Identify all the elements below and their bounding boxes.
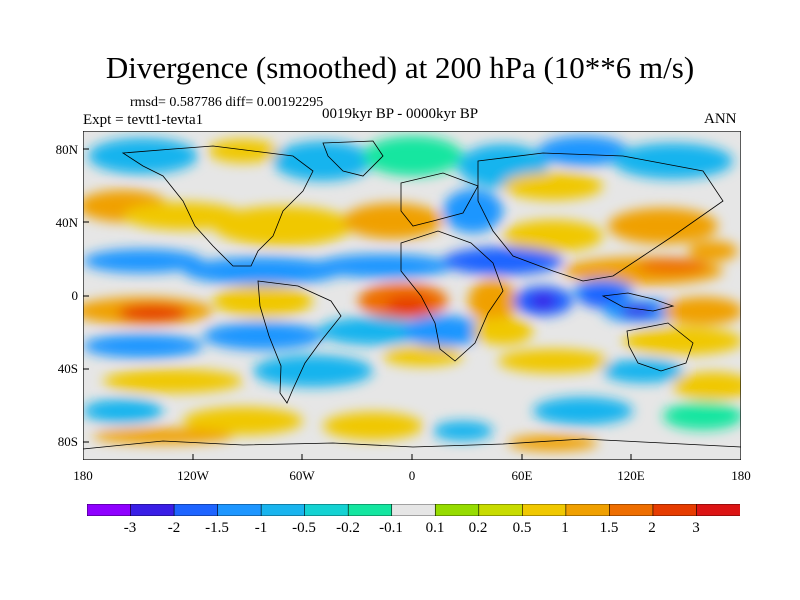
colorbar-label: 3 bbox=[692, 520, 700, 536]
colorbar-label: 2 bbox=[648, 520, 656, 536]
colorbar-label: -2 bbox=[167, 520, 181, 536]
lat-label-80n: 80N bbox=[55, 142, 78, 157]
lon-label-120e: 120E bbox=[617, 468, 645, 483]
colorbar-label: 0.2 bbox=[468, 520, 488, 536]
colorbar-label: -1.5 bbox=[205, 520, 229, 536]
africa-outline bbox=[400, 230, 504, 362]
australia-outline bbox=[626, 322, 694, 372]
lat-label-40s: 40S bbox=[57, 361, 78, 376]
coastlines bbox=[83, 140, 741, 450]
contour-field bbox=[83, 136, 741, 451]
south-america-outline bbox=[257, 280, 342, 404]
period-label: 0019kyr BP - 0000kyr BP bbox=[322, 106, 479, 122]
colorbar-label: 0.5 bbox=[512, 520, 532, 536]
lat-label-40n: 40N bbox=[55, 215, 78, 230]
colorbar-label: 1.5 bbox=[599, 520, 619, 536]
colorbar-swatch bbox=[609, 504, 654, 516]
lon-label-0: 0 bbox=[408, 468, 416, 483]
colorbar-swatch bbox=[173, 504, 219, 516]
colorbar bbox=[87, 504, 740, 516]
experiment-label: Expt = tevtt1-tevta1 bbox=[83, 112, 204, 128]
colorbar-swatch bbox=[565, 504, 611, 516]
colorbar-label: -3 bbox=[123, 520, 137, 536]
plot-title: Divergence (smoothed) at 200 hPa (10**6 … bbox=[105, 50, 695, 85]
colorbar-swatch bbox=[87, 504, 132, 516]
lon-label-120w: 120W bbox=[177, 468, 209, 483]
lat-label-80s: 80S bbox=[57, 434, 78, 449]
north-america-outline bbox=[121, 145, 314, 267]
europe-outline bbox=[400, 172, 479, 227]
asia-outline bbox=[477, 152, 724, 282]
colorbar-swatch bbox=[347, 504, 393, 516]
colorbar-label: -0.5 bbox=[292, 520, 316, 536]
colorbar-label: 1 bbox=[561, 520, 569, 536]
season-label: ANN bbox=[704, 111, 737, 127]
colorbar-swatch bbox=[478, 504, 524, 516]
colorbar-swatch bbox=[130, 504, 175, 516]
colorbar-swatch bbox=[304, 504, 349, 516]
colorbar-label: -0.1 bbox=[379, 520, 403, 536]
antarctica-outline bbox=[83, 438, 741, 450]
greenland-outline bbox=[322, 140, 384, 177]
colorbar-label: -0.2 bbox=[336, 520, 360, 536]
colorbar-swatch bbox=[434, 504, 480, 516]
divergence-map bbox=[83, 131, 741, 460]
lon-label-180e: 180 bbox=[731, 468, 751, 483]
stats-text: rmsd= 0.587786 diff= 0.00192295 bbox=[130, 95, 324, 110]
axis-ticks bbox=[83, 148, 632, 460]
colorbar-label: -1 bbox=[254, 520, 268, 536]
colorbar-swatch bbox=[652, 504, 698, 516]
lon-label-60w: 60W bbox=[289, 468, 315, 483]
colorbar-swatch bbox=[696, 504, 740, 516]
colorbar-swatch bbox=[391, 504, 437, 516]
colorbar-swatch bbox=[260, 504, 306, 516]
colorbar-label: 0.1 bbox=[425, 520, 445, 536]
colorbar-swatch bbox=[217, 504, 262, 516]
lat-label-0: 0 bbox=[71, 288, 79, 303]
indonesia-outline bbox=[601, 292, 675, 312]
lon-label-180w: 180 bbox=[73, 468, 93, 483]
colorbar-swatch bbox=[522, 504, 567, 516]
lon-label-60e: 60E bbox=[511, 468, 533, 483]
